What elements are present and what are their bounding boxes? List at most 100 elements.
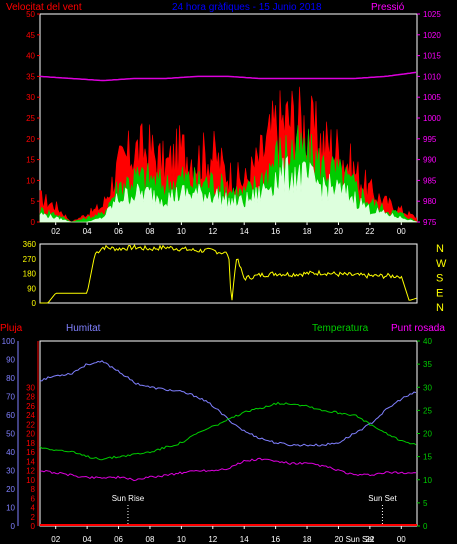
humidity-y-tick-label: 28 bbox=[26, 393, 35, 402]
rain-y-tick-label: 20 bbox=[6, 485, 15, 494]
pressure-label: Pressió bbox=[371, 2, 405, 13]
humidity-y-tick-label: 6 bbox=[31, 494, 36, 503]
pressure-y-tick-label: 1015 bbox=[423, 52, 441, 61]
humidity-y-tick-label: 20 bbox=[26, 430, 35, 439]
direction-y-tick-label: 90 bbox=[27, 284, 36, 293]
direction-y-tick-label: 360 bbox=[23, 240, 37, 249]
wind-y-tick-label: 50 bbox=[26, 10, 35, 19]
rain-y-tick-label: 60 bbox=[6, 411, 15, 420]
wind-x-tick-label: 20 bbox=[334, 227, 343, 236]
wind-x-tick-label: 04 bbox=[83, 227, 92, 236]
rain-y-tick-label: 50 bbox=[6, 430, 15, 439]
wind-y-tick-label: 10 bbox=[26, 176, 35, 185]
pressure-y-tick-label: 990 bbox=[423, 156, 437, 165]
wind-y-tick-label: 20 bbox=[26, 135, 35, 144]
rain-y-tick-label: 0 bbox=[11, 522, 16, 531]
dewpoint-line bbox=[39, 457, 417, 482]
temp-x-tick-label: 12 bbox=[208, 535, 217, 544]
humidity-y-tick-label: 24 bbox=[26, 411, 35, 420]
wind-y-tick-label: 35 bbox=[26, 72, 35, 81]
rain-y-tick-label: 10 bbox=[6, 504, 15, 513]
humidity-y-tick-label: 16 bbox=[26, 448, 35, 457]
rain-y-tick-label: 40 bbox=[6, 448, 15, 457]
rain-y-tick-label: 30 bbox=[6, 467, 15, 476]
temp-y-tick-label: 20 bbox=[423, 430, 432, 439]
compass-label: N bbox=[436, 243, 444, 255]
pressure-y-tick-label: 975 bbox=[423, 218, 437, 227]
pressure-y-tick-label: 1020 bbox=[423, 31, 441, 40]
wind-x-tick-label: 02 bbox=[51, 227, 60, 236]
rain-y-tick-label: 70 bbox=[6, 393, 15, 402]
compass-label: N bbox=[436, 302, 444, 314]
temp-y-tick-label: 25 bbox=[423, 406, 432, 415]
temp-y-tick-label: 35 bbox=[423, 360, 432, 369]
humidity-y-tick-label: 4 bbox=[31, 504, 36, 513]
wind-speed-label: Velocitat del vent bbox=[6, 2, 82, 13]
temp-x-tick-label: 16 bbox=[271, 535, 280, 544]
pressure-y-tick-label: 980 bbox=[423, 197, 437, 206]
sunset-label: Sun Set bbox=[368, 494, 397, 503]
compass-label: S bbox=[436, 273, 443, 285]
temperature-line bbox=[39, 401, 417, 461]
temp-y-tick-label: 10 bbox=[423, 476, 432, 485]
direction-plot-area bbox=[39, 243, 418, 304]
wind-x-tick-label: 06 bbox=[114, 227, 123, 236]
temp-y-tick-label: 15 bbox=[423, 453, 432, 462]
humidity-y-tick-label: 0 bbox=[31, 522, 36, 531]
temp-x-tick-label: 04 bbox=[83, 535, 92, 544]
sunrise-label: Sun Rise bbox=[112, 494, 145, 503]
pressure-y-tick-label: 1010 bbox=[423, 72, 441, 81]
humidity-y-tick-label: 22 bbox=[26, 420, 35, 429]
humidity-y-tick-label: 2 bbox=[31, 513, 36, 522]
pressure-y-tick-label: 1000 bbox=[423, 114, 441, 123]
temp-x-tick-label: 00 bbox=[397, 535, 406, 544]
direction-line bbox=[40, 243, 417, 304]
wind-x-tick-label: 14 bbox=[240, 227, 249, 236]
pressure-y-tick-label: 995 bbox=[423, 135, 437, 144]
wind-y-tick-label: 30 bbox=[26, 93, 35, 102]
temperature-label: Temperatura bbox=[312, 323, 369, 334]
average-area bbox=[39, 155, 418, 223]
humidity-y-tick-label: 10 bbox=[26, 476, 35, 485]
wind-x-tick-label: 18 bbox=[303, 227, 312, 236]
pressure-y-tick-label: 1005 bbox=[423, 93, 441, 102]
wind-x-tick-label: 08 bbox=[146, 227, 155, 236]
humidity-y-tick-label: 26 bbox=[26, 402, 35, 411]
rain-y-tick-label: 90 bbox=[6, 356, 15, 365]
wind-y-tick-label: 40 bbox=[26, 52, 35, 61]
temperature-plot-area bbox=[39, 340, 418, 527]
temp-y-tick-label: 30 bbox=[423, 383, 432, 392]
chart-title: 24 hora gràfiques - 15 Junio 2018 bbox=[172, 2, 322, 13]
wind-x-tick-label: 22 bbox=[365, 227, 374, 236]
wind-y-tick-label: 45 bbox=[26, 31, 35, 40]
pressure-y-tick-label: 985 bbox=[423, 176, 437, 185]
rain-y-tick-label: 80 bbox=[6, 374, 15, 383]
humidity-y-tick-label: 14 bbox=[26, 457, 35, 466]
rain-y-tick-label: 100 bbox=[2, 337, 16, 346]
compass-label: E bbox=[436, 287, 443, 299]
wind-x-tick-label: 16 bbox=[271, 227, 280, 236]
wind-panel: 0510152025303540455097598098599099510001… bbox=[26, 10, 441, 236]
pressure-line bbox=[39, 71, 417, 82]
humidity-y-tick-label: 30 bbox=[26, 383, 35, 392]
humidity-y-tick-label: 18 bbox=[26, 439, 35, 448]
humidity-y-tick-label: 8 bbox=[31, 485, 36, 494]
temp-x-tick-label: 02 bbox=[51, 535, 60, 544]
temp-x-tick-label: 08 bbox=[146, 535, 155, 544]
wind-x-tick-label: 12 bbox=[208, 227, 217, 236]
humidity-y-tick-label: 12 bbox=[26, 467, 35, 476]
temp-y-tick-label: 5 bbox=[423, 499, 428, 508]
compass-label: W bbox=[436, 258, 447, 270]
temp-x-tick-label: 14 bbox=[240, 535, 249, 544]
temp-x-tick-label: 18 bbox=[303, 535, 312, 544]
temp-x-tick-label: 06 bbox=[114, 535, 123, 544]
temp-y-tick-label: 0 bbox=[423, 522, 428, 531]
pressure-y-tick-label: 1025 bbox=[423, 10, 441, 19]
wind-x-tick-label: 10 bbox=[177, 227, 186, 236]
dewpoint-label: Punt rosada bbox=[391, 323, 445, 334]
wind-y-tick-label: 0 bbox=[31, 218, 36, 227]
direction-y-tick-label: 270 bbox=[23, 255, 37, 264]
direction-y-tick-label: 0 bbox=[32, 299, 37, 308]
